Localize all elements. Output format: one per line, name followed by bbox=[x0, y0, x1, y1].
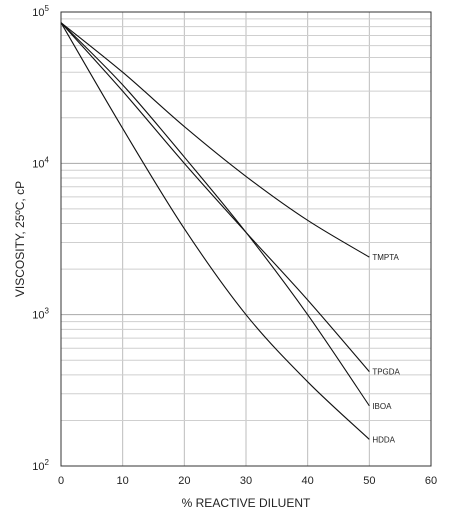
y-tick-label: 102 bbox=[32, 458, 49, 473]
y-tick-label: 103 bbox=[32, 307, 49, 322]
y-tick-exponent: 4 bbox=[45, 155, 50, 164]
x-tick-labels: 0 10 20 30 40 50 60 bbox=[58, 475, 437, 487]
series-line-tmpta bbox=[60, 22, 370, 258]
series-label-tmpta: TMPTA bbox=[372, 253, 399, 262]
y-tick-exponent: 5 bbox=[45, 4, 50, 13]
y-tick-base: 10 bbox=[32, 7, 44, 19]
series-line-iboa bbox=[60, 22, 370, 407]
series-line-hdda bbox=[60, 22, 370, 440]
y-axis-label: VISCOSITY, 25ºC, cP bbox=[13, 181, 27, 297]
y-tick-base: 10 bbox=[32, 158, 44, 170]
plot-frame bbox=[60, 11, 432, 467]
y-tick-label: 105 bbox=[32, 4, 49, 19]
series-label-iboa: IBOA bbox=[372, 402, 392, 411]
series-labels: TMPTA TPGDA IBOA HDDA bbox=[372, 253, 400, 444]
series-line-tpgda bbox=[60, 22, 370, 373]
y-tick-label: 104 bbox=[32, 155, 49, 170]
y-tick-base: 10 bbox=[32, 461, 44, 473]
series-label-tpgda: TPGDA bbox=[372, 368, 400, 377]
series-label-hdda: HDDA bbox=[372, 435, 395, 444]
x-tick-label: 10 bbox=[117, 475, 129, 487]
x-tick-label: 20 bbox=[178, 475, 190, 487]
y-tick-base: 10 bbox=[32, 310, 44, 322]
x-tick-label: 30 bbox=[240, 475, 252, 487]
x-tick-label: 40 bbox=[302, 475, 314, 487]
x-tick-label: 50 bbox=[363, 475, 375, 487]
y-tick-exponent: 3 bbox=[45, 307, 50, 316]
series-group bbox=[60, 22, 370, 440]
x-tick-label: 60 bbox=[425, 475, 437, 487]
x-tick-label: 0 bbox=[58, 475, 64, 487]
x-axis-label: % REACTIVE DILUENT bbox=[182, 496, 311, 510]
y-tick-exponent: 2 bbox=[45, 458, 50, 467]
grid bbox=[61, 12, 431, 466]
